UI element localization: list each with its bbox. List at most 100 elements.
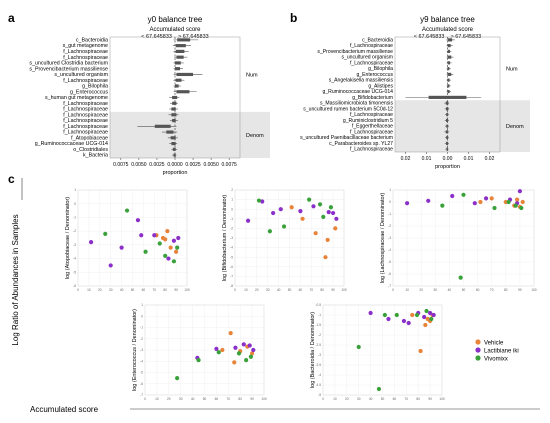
box [175, 78, 182, 82]
group-label-num: Num [246, 72, 258, 78]
data-point [472, 201, 477, 206]
global-ylabel: Log Ratio of Abundances in Samples [11, 214, 20, 345]
x-tick-label: 90 [428, 397, 432, 401]
box [171, 142, 176, 146]
row-label: f_Atopobiaceae [71, 135, 108, 141]
row-label: g_Enterococcus [356, 72, 393, 78]
y-tick-label: -4 [230, 246, 233, 250]
data-point [405, 201, 410, 206]
x-tick-label: 40 [277, 288, 281, 292]
x-tick-label: 0.0025 [185, 162, 201, 168]
x-tick-label: 60 [142, 288, 146, 292]
x-tick-label: 20 [345, 397, 349, 401]
data-point [325, 237, 330, 243]
data-point [423, 322, 428, 328]
data-point [431, 312, 436, 318]
x-tick-label: 90 [250, 397, 254, 401]
y-tick-label: -2 [140, 337, 143, 341]
data-point [386, 316, 391, 322]
data-point [513, 203, 518, 208]
data-point [165, 229, 170, 234]
x-axis-label: proportion [435, 164, 460, 170]
y-tick-label: -4 [140, 359, 143, 363]
data-point [333, 226, 338, 231]
data-point [220, 347, 225, 353]
row-label: f_Eggerthellaceae [352, 124, 393, 130]
data-point [175, 245, 180, 250]
x-axis-label: proportion [163, 170, 188, 176]
x-tick-label: 30 [434, 288, 438, 292]
x-tick-label: 0.00 [443, 156, 453, 162]
data-point [401, 318, 407, 324]
row-label: c_Bacteroidia [76, 37, 108, 43]
box [172, 101, 177, 105]
x-tick-label: 30 [179, 397, 183, 401]
data-point [328, 205, 334, 210]
box [447, 90, 450, 94]
x-tick-label: 50 [381, 397, 385, 401]
y-tick-label: -0.5 [316, 303, 322, 307]
row-label: f_Lachnospiraceae [63, 130, 108, 136]
data-point [216, 350, 221, 355]
scatter-enterococcus: 0 10 20 30 40 50 60 70 80 90 100 -7 -6 -5 -4 -3 -2 -1 0 1lo… [132, 303, 267, 401]
box [447, 78, 450, 82]
x-tick-label: 0.02 [485, 156, 495, 162]
x-tick-label: 100 [184, 288, 190, 292]
data-point [289, 205, 294, 210]
row-label: s_human gut metagenome [45, 95, 108, 101]
row-label: o_Clostridiales [73, 147, 108, 153]
data-point [406, 320, 411, 326]
x-tick-label: 60 [476, 288, 480, 292]
data-point [232, 360, 237, 365]
box [172, 147, 176, 151]
data-point [382, 312, 387, 318]
data-point [428, 310, 433, 316]
y-axis-label: log (Atopobiaceae / Denominator) [65, 197, 71, 279]
row-label: c_Bacteroidia [362, 37, 393, 43]
y-tick-label: -2 [230, 227, 233, 231]
y-tick-label: 0 [231, 207, 233, 211]
y-tick-label: -4 [388, 248, 391, 252]
data-point [88, 240, 94, 245]
data-point [228, 331, 233, 336]
x-tick-label: 50 [288, 288, 292, 292]
data-point [171, 238, 177, 243]
data-point [241, 342, 246, 347]
x-tick-label: 0.01 [422, 156, 432, 162]
y-tick-label: -3 [318, 353, 321, 357]
y-tick-label: -2.5 [316, 343, 322, 347]
x-tick-label: 70 [405, 397, 409, 401]
y-tick-label: -7 [230, 275, 233, 279]
panel-letter-c: c [8, 172, 15, 186]
x-tick-label: 90 [174, 288, 178, 292]
x-tick-label: 30 [109, 288, 113, 292]
y-axis-label: log (Bifidobacterium / Denominator) [222, 195, 228, 282]
x-tick-label: 80 [320, 288, 324, 292]
box [446, 113, 449, 117]
y-tick-label: -3 [140, 348, 143, 352]
y-tick-label: -1 [140, 326, 143, 330]
x-tick-label: 0.0000 [167, 162, 183, 168]
group-label-denom: Denom [506, 124, 524, 130]
data-point [108, 263, 113, 268]
x-tick-label: 90 [518, 288, 522, 292]
x-tick-label: 40 [191, 397, 195, 401]
row-label: k_Bacteria [83, 153, 108, 159]
box [175, 84, 179, 88]
data-point [418, 348, 423, 354]
data-point [461, 192, 466, 197]
x-tick-label: 10 [244, 288, 248, 292]
data-point [157, 241, 162, 246]
legend-marker-vehicle [475, 339, 481, 345]
y-tick-label: -2 [388, 224, 391, 228]
row-label: f_Lachnospiraceae [350, 60, 393, 66]
row-label: f_Lachnospiraceae [350, 129, 393, 135]
y-tick-label: -1.5 [316, 323, 322, 327]
box [447, 44, 451, 48]
data-point [152, 233, 157, 238]
data-point [251, 347, 256, 353]
x-tick-label: 10 [87, 288, 91, 292]
row-label: s_Provencibacterium massiliense [317, 49, 393, 55]
row-label: f_Lachnospiraceae [63, 107, 108, 113]
denominator-shade-label-area [500, 100, 530, 152]
